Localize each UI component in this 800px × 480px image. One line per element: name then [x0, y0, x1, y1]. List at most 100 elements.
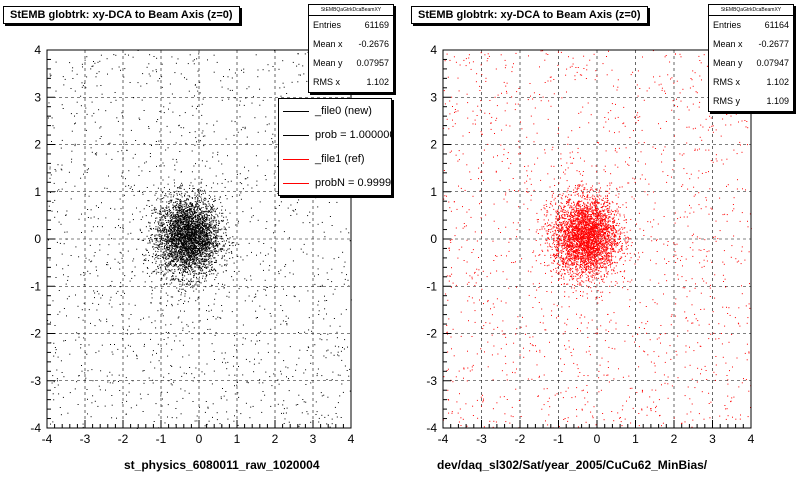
scatter-point	[183, 217, 184, 219]
scatter-point	[54, 325, 56, 326]
scatter-point	[186, 261, 188, 263]
scatter-point	[179, 209, 181, 211]
scatter-point	[175, 232, 176, 234]
scatter-point	[181, 235, 183, 237]
scatter-point	[278, 220, 280, 222]
scatter-point	[184, 242, 186, 244]
scatter-point	[212, 220, 214, 222]
scatter-point	[200, 235, 202, 237]
scatter-point	[240, 413, 242, 415]
scatter-point	[198, 192, 200, 194]
scatter-point	[201, 228, 203, 230]
scatter-point	[203, 197, 205, 199]
scatter-point	[195, 251, 197, 253]
scatter-point	[180, 240, 182, 242]
scatter-point	[185, 213, 187, 215]
scatter-point	[180, 248, 182, 250]
scatter-point	[196, 251, 198, 253]
scatter-point	[171, 220, 173, 222]
scatter-point	[193, 261, 195, 262]
scatter-point	[193, 235, 195, 237]
scatter-point	[208, 256, 210, 258]
scatter-point	[212, 209, 214, 211]
scatter-point	[208, 226, 210, 228]
scatter-point	[164, 217, 166, 219]
scatter-point	[194, 232, 196, 234]
scatter-point	[215, 293, 217, 295]
scatter-point	[236, 173, 238, 175]
scatter-point	[183, 255, 185, 257]
scatter-point	[208, 215, 210, 216]
scatter-point	[233, 356, 235, 357]
scatter-point	[200, 239, 202, 240]
scatter-point	[207, 242, 209, 244]
scatter-point	[223, 216, 225, 218]
scatter-point	[249, 361, 251, 363]
scatter-point	[170, 260, 172, 262]
scatter-point	[121, 175, 123, 177]
scatter-point	[176, 233, 178, 235]
scatter-point	[188, 266, 189, 268]
scatter-point	[208, 258, 209, 260]
scatter-point	[184, 221, 186, 223]
scatter-point	[180, 207, 181, 209]
scatter-point	[188, 237, 190, 239]
scatter-point	[207, 242, 208, 244]
scatter-point	[167, 255, 169, 257]
scatter-point	[179, 202, 181, 204]
scatter-point	[182, 275, 184, 277]
scatter-point	[187, 282, 188, 284]
scatter-point	[176, 241, 178, 243]
scatter-point	[178, 246, 180, 248]
scatter-point	[176, 260, 178, 262]
scatter-point	[161, 225, 163, 227]
scatter-point	[57, 211, 58, 213]
scatter-point	[185, 283, 187, 285]
scatter-point	[168, 270, 170, 271]
scatter-point	[164, 228, 166, 230]
scatter-point	[180, 218, 182, 220]
scatter-point	[216, 245, 218, 247]
scatter-point	[86, 172, 88, 173]
scatter-point	[206, 255, 208, 257]
scatter-point	[205, 261, 207, 263]
scatter-point	[172, 256, 174, 258]
scatter-point	[153, 248, 155, 250]
scatter-point	[162, 207, 164, 209]
scatter-point	[209, 260, 211, 262]
scatter-point	[157, 244, 159, 246]
scatter-point	[208, 241, 210, 243]
scatter-point	[162, 179, 164, 181]
scatter-point	[207, 247, 209, 249]
scatter-point	[214, 359, 215, 360]
scatter-point	[250, 275, 252, 277]
scatter-point	[173, 261, 175, 262]
scatter-point	[178, 206, 180, 208]
scatter-point	[126, 394, 127, 396]
scatter-point	[212, 242, 214, 244]
scatter-point	[181, 243, 183, 245]
scatter-point	[171, 224, 173, 226]
scatter-point	[184, 232, 186, 234]
scatter-point	[181, 208, 183, 210]
scatter-point	[186, 232, 188, 234]
scatter-point	[156, 199, 158, 201]
scatter-point	[203, 251, 205, 253]
scatter-point	[176, 219, 178, 221]
scatter-point	[121, 112, 123, 114]
scatter-point	[163, 231, 165, 233]
scatter-point	[344, 278, 346, 280]
scatter-point	[173, 233, 175, 235]
scatter-point	[174, 214, 176, 216]
scatter-point	[152, 246, 153, 248]
scatter-point	[197, 244, 199, 245]
scatter-point	[171, 230, 173, 232]
scatter-point	[302, 65, 304, 67]
scatter-point	[266, 287, 268, 288]
scatter-point	[214, 236, 216, 238]
scatter-point	[213, 201, 215, 202]
scatter-point	[191, 242, 193, 244]
scatter-point	[208, 305, 210, 307]
scatter-point	[176, 252, 178, 254]
scatter-point	[117, 261, 119, 263]
